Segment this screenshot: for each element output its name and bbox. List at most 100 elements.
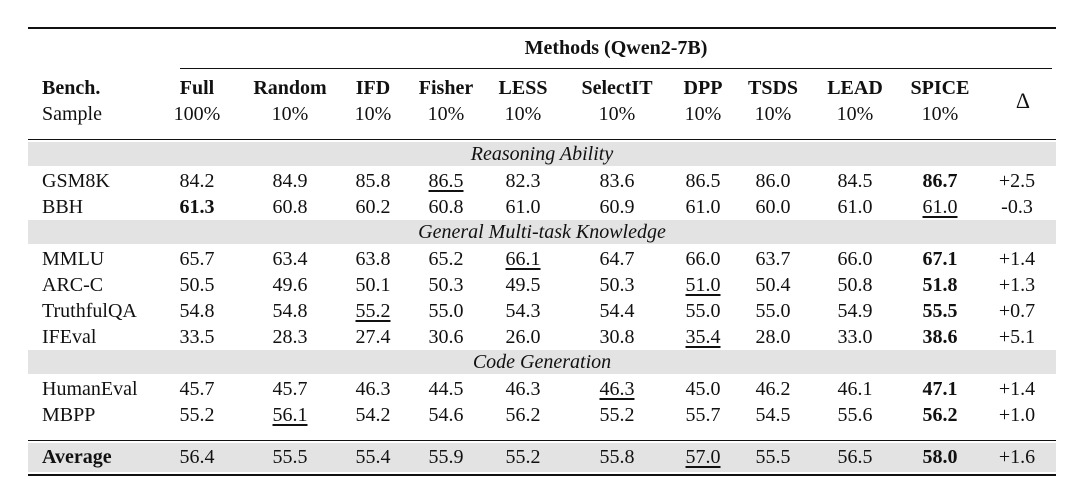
score-cell: 86.0: [755, 170, 791, 192]
score-cell: 50.1: [355, 274, 391, 296]
sample-percent: 100%: [173, 103, 221, 125]
benchmark-name: IFEval: [42, 326, 97, 348]
benchmark-name: MMLU: [42, 248, 105, 270]
score-cell: 65.7: [179, 248, 215, 270]
score-cell: 50.4: [755, 274, 791, 296]
method-name: LESS: [498, 77, 548, 99]
score-cell: 30.8: [599, 326, 635, 348]
bottom-rule: [28, 474, 1056, 476]
table-row: ARC-C 50.5 49.6 50.1 50.3 49.5 50.3 51.0 50.4 50.…: [0, 272, 1080, 298]
score-cell: 45.7: [179, 378, 215, 400]
column-header-fisher: Fisher 10%: [406, 75, 486, 127]
score-cell: 84.9: [272, 170, 308, 192]
delta-cell: +1.4: [998, 248, 1036, 270]
score-cell: 64.7: [599, 248, 635, 270]
header-rule: [28, 139, 1056, 140]
table-row: HumanEval 45.7 45.7 46.3 44.5 46.3 46.3 45.0 46.…: [0, 376, 1080, 402]
score-cell: 38.6: [922, 326, 958, 348]
score-cell: 54.6: [428, 404, 464, 426]
average-rule: [28, 440, 1056, 441]
delta-cell: +2.5: [998, 170, 1036, 192]
score-cell: 63.4: [272, 248, 308, 270]
table-row: TruthfulQA 54.8 54.8 55.2 55.0 54.3 54.4 55.0 55…: [0, 298, 1080, 324]
score-cell: 51.0: [685, 274, 721, 296]
score-cell: 54.2: [355, 404, 391, 426]
score-cell: 60.8: [428, 196, 464, 218]
score-cell: 54.8: [179, 300, 215, 322]
score-cell: 28.0: [755, 326, 791, 348]
score-cell: 54.3: [505, 300, 541, 322]
score-cell: 56.2: [922, 404, 958, 426]
delta-column-header: Δ: [1015, 88, 1031, 113]
score-cell: 46.2: [755, 378, 791, 400]
method-name: Fisher: [418, 77, 474, 99]
score-cell: 55.5: [755, 446, 791, 468]
score-cell: 66.0: [685, 248, 721, 270]
section-header: Code Generation: [28, 350, 1056, 374]
score-cell: 45.7: [272, 378, 308, 400]
score-cell: 56.1: [272, 404, 308, 426]
score-cell: 49.5: [505, 274, 541, 296]
score-cell: 63.7: [755, 248, 791, 270]
score-cell: 66.1: [505, 248, 541, 270]
score-cell: 46.3: [505, 378, 541, 400]
score-cell: 45.0: [685, 378, 721, 400]
column-header-full: Full 100%: [157, 75, 237, 127]
table-row: BBH 61.3 60.8 60.2 60.8 61.0 60.9 61.0 60.0 61.0 6…: [0, 194, 1080, 220]
score-cell: 83.6: [599, 170, 635, 192]
score-cell: 55.4: [355, 446, 391, 468]
method-name: SPICE: [910, 77, 970, 99]
score-cell: 55.9: [428, 446, 464, 468]
delta-cell: +1.0: [998, 404, 1036, 426]
top-rule: [28, 27, 1056, 29]
score-cell: 55.7: [685, 404, 721, 426]
score-cell: 84.5: [837, 170, 873, 192]
section-header: Reasoning Ability: [28, 142, 1056, 166]
score-cell: 47.1: [922, 378, 958, 400]
table-row: MBPP 55.2 56.1 54.2 54.6 56.2 55.2 55.7 54.5 55.6…: [0, 402, 1080, 428]
sample-percent: 10%: [836, 103, 874, 125]
sample-percent: 10%: [684, 103, 722, 125]
score-cell: 85.8: [355, 170, 391, 192]
delta-cell: +1.6: [998, 446, 1036, 468]
score-cell: 50.5: [179, 274, 215, 296]
benchmark-name: GSM8K: [42, 170, 110, 192]
score-cell: 54.4: [599, 300, 635, 322]
score-cell: 33.5: [179, 326, 215, 348]
score-cell: 50.3: [428, 274, 464, 296]
score-cell: 61.3: [179, 196, 215, 218]
score-cell: 60.8: [272, 196, 308, 218]
delta-cell: +1.3: [998, 274, 1036, 296]
section-header: General Multi-task Knowledge: [28, 220, 1056, 244]
benchmark-name: MBPP: [42, 404, 96, 426]
score-cell: 57.0: [685, 446, 721, 468]
method-name: SelectIT: [581, 77, 653, 99]
score-cell: 54.9: [837, 300, 873, 322]
method-name: Random: [253, 77, 327, 99]
column-header-less: LESS 10%: [483, 75, 563, 127]
benchmark-name: HumanEval: [42, 378, 138, 400]
score-cell: 55.8: [599, 446, 635, 468]
score-cell: 86.7: [922, 170, 958, 192]
column-header-dpp: DPP 10%: [663, 75, 743, 127]
score-cell: 55.6: [837, 404, 873, 426]
method-name: Full: [179, 77, 215, 99]
sample-header-label: Sample: [42, 103, 102, 125]
score-cell: 50.3: [599, 274, 635, 296]
benchmark-name: TruthfulQA: [42, 300, 137, 322]
score-cell: 61.0: [837, 196, 873, 218]
score-cell: 33.0: [837, 326, 873, 348]
sample-percent: 10%: [427, 103, 465, 125]
method-name: DPP: [683, 77, 723, 99]
score-cell: 56.4: [179, 446, 215, 468]
bench-header-label: Bench.: [42, 77, 101, 99]
score-cell: 55.0: [755, 300, 791, 322]
score-cell: 28.3: [272, 326, 308, 348]
benchmark-name: Average: [42, 446, 112, 468]
score-cell: 46.3: [599, 378, 635, 400]
score-cell: 60.0: [755, 196, 791, 218]
score-cell: 55.5: [922, 300, 958, 322]
score-cell: 51.8: [922, 274, 958, 296]
score-cell: 61.0: [505, 196, 541, 218]
delta-cell: -0.3: [1001, 196, 1033, 218]
